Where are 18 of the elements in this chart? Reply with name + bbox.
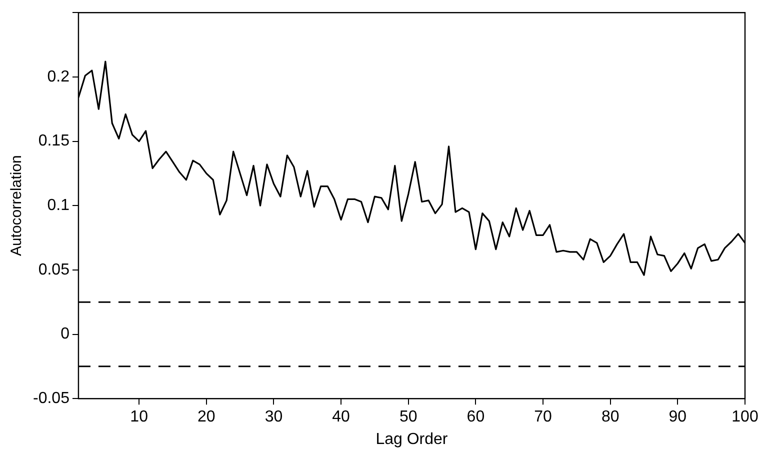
x-tick-label: 70: [534, 408, 552, 426]
y-tick-label: -0.05: [33, 390, 70, 408]
y-tick-label: 0.15: [38, 132, 70, 150]
y-tick-label: 0.2: [47, 68, 70, 86]
y-tick-label: 0: [60, 326, 70, 343]
x-tick-label: 90: [668, 408, 687, 426]
x-tick-label: 80: [601, 408, 620, 426]
y-axis-title: Autocorrelation: [8, 155, 26, 256]
x-tick-label: 100: [732, 408, 758, 426]
y-tick-label: 0.05: [38, 261, 70, 278]
x-tick-label: 30: [264, 408, 283, 426]
x-tick-label: 50: [399, 408, 418, 426]
x-axis-title: Lag Order: [376, 430, 448, 448]
x-tick-label: 10: [130, 408, 148, 426]
x-tick-label: 40: [332, 408, 350, 426]
x-tick-label: 60: [466, 408, 485, 426]
y-tick-label: 0.1: [47, 197, 70, 214]
x-tick-label: 20: [197, 408, 216, 426]
